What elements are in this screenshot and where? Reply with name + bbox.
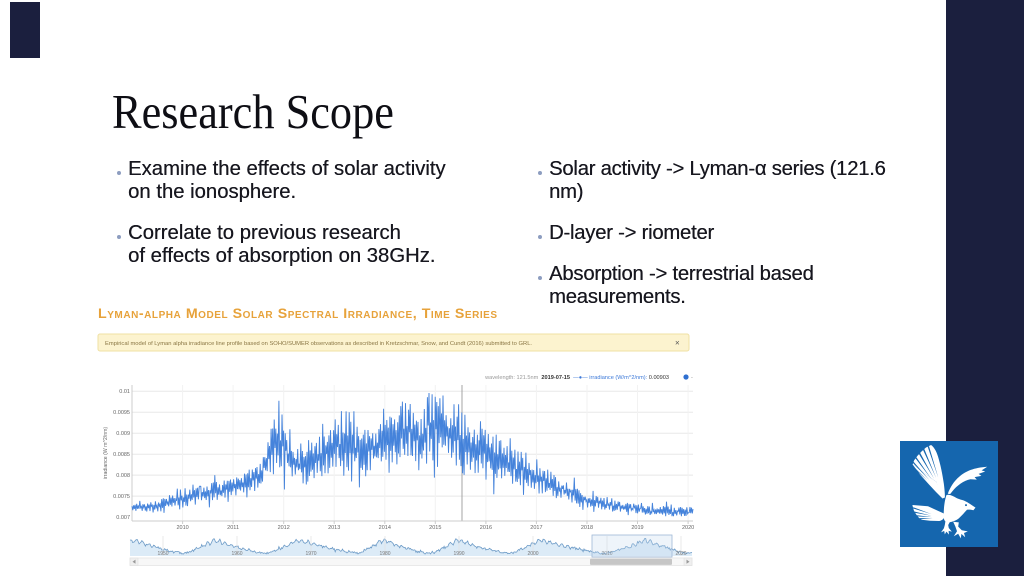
svg-text:1990: 1990 xyxy=(453,551,464,557)
svg-text:2016: 2016 xyxy=(480,525,492,531)
svg-text:0.007: 0.007 xyxy=(116,515,130,521)
svg-text:2010: 2010 xyxy=(601,551,612,557)
svg-text:0.0095: 0.0095 xyxy=(113,410,130,416)
svg-text:2018: 2018 xyxy=(581,525,593,531)
svg-text:2000: 2000 xyxy=(527,551,538,557)
svg-text:2015: 2015 xyxy=(429,525,441,531)
svg-text:1980: 1980 xyxy=(379,551,390,557)
svg-text:wavelength: 121.5nm 2019-07-1: wavelength: 121.5nm 2019-07-15 —●— irrad… xyxy=(484,375,669,381)
svg-text:1960: 1960 xyxy=(231,551,242,557)
svg-text:1970: 1970 xyxy=(305,551,316,557)
svg-text:2020: 2020 xyxy=(675,551,686,557)
svg-text:Empirical model of Lyman alpha: Empirical model of Lyman alpha irradianc… xyxy=(105,341,532,347)
svg-text:0.009: 0.009 xyxy=(116,431,130,437)
svg-text:2012: 2012 xyxy=(278,525,290,531)
svg-text:2013: 2013 xyxy=(328,525,340,531)
svg-text:0.0085: 0.0085 xyxy=(113,452,130,458)
svg-text:2019: 2019 xyxy=(631,525,643,531)
svg-text:-: - xyxy=(691,375,693,381)
svg-text:×: × xyxy=(675,339,680,348)
svg-text:0.01: 0.01 xyxy=(119,389,130,395)
svg-text:2017: 2017 xyxy=(530,525,542,531)
svg-text:1950: 1950 xyxy=(157,551,168,557)
svg-text:2010: 2010 xyxy=(176,525,188,531)
svg-text:irradiance (W m^2/nm): irradiance (W m^2/nm) xyxy=(103,427,109,480)
svg-text:2014: 2014 xyxy=(379,525,391,531)
svg-text:0.008: 0.008 xyxy=(116,473,130,479)
svg-text:2011: 2011 xyxy=(227,525,239,531)
svg-text:2020: 2020 xyxy=(682,525,694,531)
svg-text:0.0075: 0.0075 xyxy=(113,494,130,500)
